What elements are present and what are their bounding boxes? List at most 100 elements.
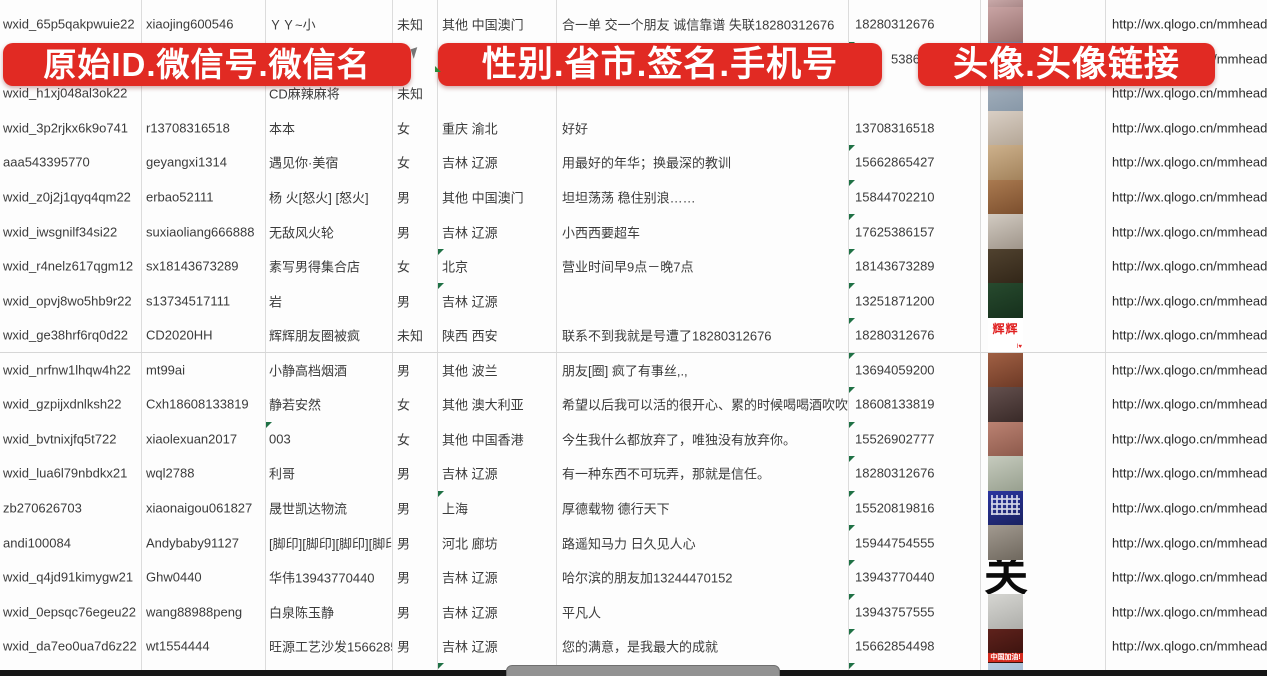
cell-signature[interactable] [556,76,849,111]
cell-wechat-name[interactable]: 003 [265,421,393,457]
cell-avatar[interactable] [980,421,1106,457]
cell-gender[interactable] [392,0,438,7]
cell-wechat-id[interactable]: Andybaby91127 [141,525,266,560]
cell-wechat-name[interactable]: 遇见你·美宿 [265,145,393,180]
cell-phone[interactable]: 13251871200 [848,283,981,318]
cell-original-id[interactable]: aaa543395770 [0,145,142,180]
cell-signature[interactable]: 哈尔滨的朋友加13244470152 [556,559,849,595]
cell-wechat-name[interactable]: 辉辉朋友圈被疯 [265,317,393,353]
cell-wechat-id[interactable]: geyangxi1314 [141,145,266,180]
cell-gender[interactable]: 未知 [392,7,438,42]
cell-wechat-name[interactable]: 无敌风火轮 [265,214,393,249]
cell-avatar-link[interactable]: http://wx.qlogo.cn/mmhead [1112,16,1267,32]
cell-signature[interactable]: 平凡人 [556,594,849,629]
cell-phone[interactable]: 18143673289 [848,248,981,284]
cell-avatar[interactable]: 中国加油! [980,628,1106,664]
cell-wechat-id[interactable]: Ghw0440 [141,559,266,595]
cell-original-id[interactable]: wxid_z0j2j1qyq4qm22 [0,179,142,215]
cell-gender[interactable]: 女 [392,110,438,146]
cell-wechat-id[interactable] [141,76,266,111]
cell-wechat-id[interactable] [141,663,266,676]
cell-region[interactable]: 吉林 辽源 [437,283,557,318]
cell-wechat-id[interactable]: r13708316518 [141,110,266,146]
cell-gender[interactable]: 女 [392,421,438,457]
cell-phone[interactable]: 15526902777 [848,421,981,457]
cell-signature[interactable] [556,663,849,676]
cell-gender[interactable]: 男 [392,179,438,215]
cell-gender[interactable]: 男 [392,352,438,388]
cell-wechat-id[interactable]: wql2788 [141,456,266,491]
cell-original-id[interactable]: andi100084 [0,525,142,560]
cell-original-id[interactable]: wxid_65p5qakpwuie22 [0,7,142,42]
cell-region[interactable] [437,76,557,111]
cell-avatar[interactable] [980,179,1106,215]
cell-original-id[interactable]: wxid_lua6l79nbdkx21 [0,456,142,491]
cell-gender[interactable]: 男 [392,559,438,595]
cell-wechat-id[interactable]: sx18143673289 [141,248,266,284]
cell-region[interactable]: 吉林 辽源 [437,456,557,491]
horizontal-scrollbar-thumb[interactable] [506,665,780,676]
cell-region[interactable]: 北京 [437,248,557,284]
cell-region[interactable] [437,0,557,7]
cell-original-id[interactable]: wxid_3p2rjkx6k9o741 [0,110,142,146]
cell-avatar[interactable] [980,0,1106,7]
cell-region[interactable]: 陕西 西安 [437,317,557,353]
cell-signature[interactable]: 您的满意，是我最大的成就 [556,628,849,664]
cell-phone[interactable]: 15520819816 [848,490,981,526]
cell-phone[interactable]: 17625386157 [848,214,981,249]
cell-wechat-name[interactable]: 华伟13943770440 [265,559,393,595]
cell-avatar-link[interactable]: http://wx.qlogo.cn/mmhead [1112,120,1267,136]
cell-phone[interactable]: 15844702210 [848,179,981,215]
cell-avatar-link[interactable]: http://wx.qlogo.cn/mmhead [1112,258,1267,274]
cell-phone[interactable]: 15944754555 [848,525,981,560]
cell-avatar[interactable] [980,352,1106,388]
cell-wechat-name[interactable]: 杨 火[怒火] [怒火] [265,179,393,215]
cell-wechat-id[interactable]: xiaojing600546 [141,7,266,42]
cell-signature[interactable]: 厚德载物 德行天下 [556,490,849,526]
cell-signature[interactable]: 联系不到我就是号遭了18280312676 [556,317,849,353]
cell-phone[interactable]: 18608133819 [848,387,981,422]
cell-original-id[interactable]: zb270626703 [0,490,142,526]
cell-region[interactable]: 河北 廊坊 [437,525,557,560]
cell-avatar-link[interactable]: http://wx.qlogo.cn/mmhead [1112,362,1267,378]
cell-wechat-id[interactable]: xiaonaigou061827 [141,490,266,526]
cell-avatar[interactable] [980,283,1106,318]
cell-original-id[interactable]: wxid_da7eo0ua7d6z22 [0,628,142,664]
cell-gender[interactable]: 男 [392,456,438,491]
cell-signature[interactable]: 今生我什么都放弃了，唯独没有放弃你。 [556,421,849,457]
cell-original-id[interactable]: wxid_iwsgnilf34si22 [0,214,142,249]
cell-gender[interactable] [392,41,438,77]
cell-region[interactable]: 其他 中国香港 [437,421,557,457]
cell-wechat-id[interactable]: xiaolexuan2017 [141,421,266,457]
cell-wechat-name[interactable]: ＹＹ~小 [265,7,393,42]
cell-avatar[interactable] [980,248,1106,284]
cell-phone[interactable]: 15662854498 [848,628,981,664]
cell-avatar-link[interactable]: http://wx.qlogo.cn/mmhead [1112,85,1267,101]
cell-region[interactable]: 其他 中国澳门 [437,7,557,42]
cell-wechat-id[interactable]: wt1554444 [141,628,266,664]
cell-avatar-link[interactable]: http://wx.qlogo.cn/mmhead [1112,224,1267,240]
cell-gender[interactable]: 女 [392,145,438,180]
cell-region[interactable]: 吉林 辽源 [437,145,557,180]
cell-phone[interactable]: 13694059200 [848,352,981,388]
cell-wechat-id[interactable] [141,0,266,7]
cell-avatar[interactable] [980,145,1106,180]
cell-wechat-id[interactable]: s13734517111 [141,283,266,318]
cell-wechat-id[interactable]: suxiaoliang666888 [141,214,266,249]
cell-avatar-link[interactable]: http://wx.qlogo.cn/mmhead [1112,189,1267,205]
cell-original-id[interactable]: wxid_gzpijxdnlksh22 [0,387,142,422]
cell-gender[interactable]: 女 [392,248,438,284]
cell-signature[interactable] [556,283,849,318]
cell-wechat-name[interactable]: 静若安然 [265,387,393,422]
cell-avatar-link[interactable]: http://wx.qlogo.cn/mmhead [1112,396,1267,412]
cell-region[interactable]: 吉林 辽源 [437,628,557,664]
cell-phone[interactable] [848,663,981,676]
cell-gender[interactable]: 男 [392,490,438,526]
cell-signature[interactable]: 朋友[圈] 疯了有事丝,., [556,352,849,388]
cell-avatar[interactable] [980,387,1106,422]
cell-wechat-name[interactable]: CD麻辣麻将 [265,76,393,111]
cell-signature[interactable]: 坦坦荡荡 稳住别浪…… [556,179,849,215]
cell-signature[interactable]: 路遥知马力 日久见人心 [556,525,849,560]
cell-avatar[interactable] [980,456,1106,491]
cell-wechat-name[interactable]: 利哥 [265,456,393,491]
